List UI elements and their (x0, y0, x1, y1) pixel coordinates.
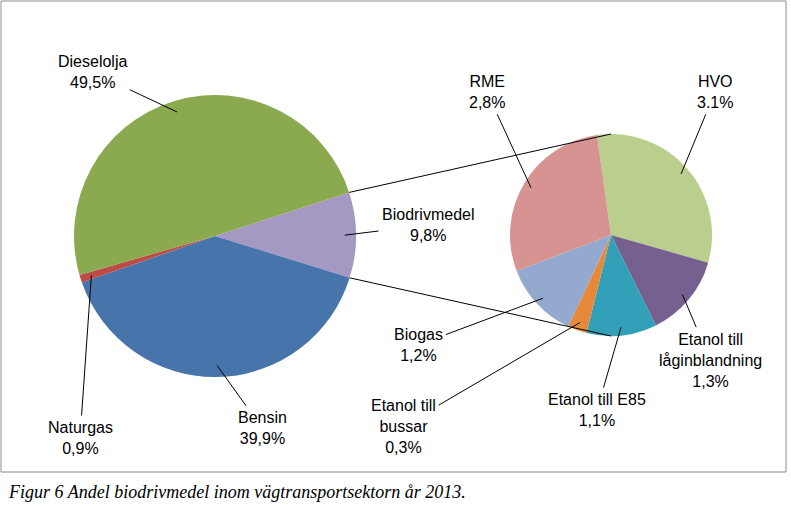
svg-text:Bensin39,9%: Bensin39,9% (238, 409, 287, 447)
svg-text:Etanol tillbussar0,3%: Etanol tillbussar0,3% (371, 397, 436, 456)
svg-text:Biogas1,2%: Biogas1,2% (394, 326, 443, 364)
svg-text:Etanol till E851,1%: Etanol till E851,1% (548, 391, 646, 429)
svg-text:Biodrivmedel9,8%: Biodrivmedel9,8% (382, 206, 474, 244)
svg-text:RME2,8%: RME2,8% (469, 73, 505, 111)
svg-text:Dieselolja49,5%: Dieselolja49,5% (58, 53, 127, 91)
svg-text:Naturgas0,9%: Naturgas0,9% (48, 419, 113, 457)
svg-text:HVO3.1%: HVO3.1% (697, 73, 733, 111)
svg-text:Etanol tilllåginblandning1,3%: Etanol tilllåginblandning1,3% (659, 331, 762, 390)
svg-text:Figur 6 Andel biodrivmedel ino: Figur 6 Andel biodrivmedel inom vägtrans… (8, 482, 466, 502)
